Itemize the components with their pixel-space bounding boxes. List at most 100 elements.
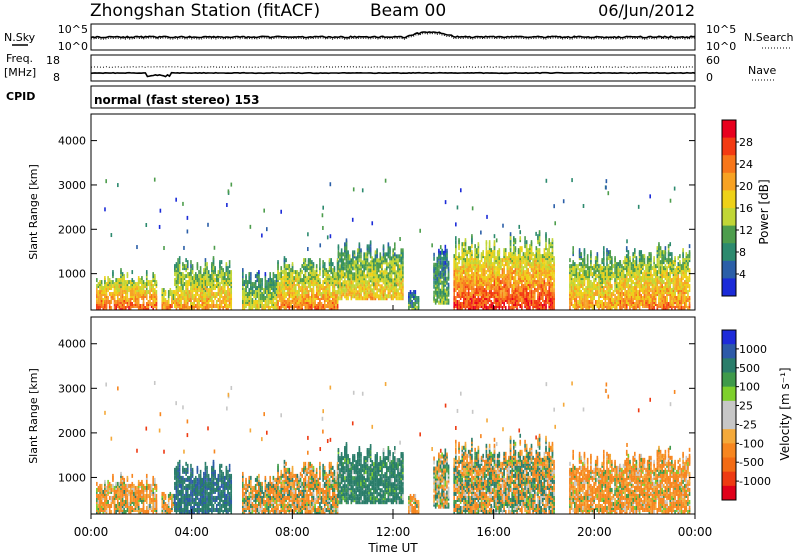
power-cell bbox=[548, 302, 550, 306]
power-cell bbox=[367, 244, 369, 248]
power-cell bbox=[156, 280, 158, 284]
power-cell bbox=[222, 272, 224, 276]
power-cell bbox=[438, 269, 440, 273]
power-cell bbox=[303, 288, 305, 292]
power-cell bbox=[408, 292, 410, 296]
power-cell bbox=[359, 264, 361, 268]
power-cell bbox=[123, 274, 125, 278]
power-cell bbox=[588, 270, 590, 274]
power-cell bbox=[133, 292, 135, 296]
power-cell bbox=[219, 274, 221, 278]
power-cell bbox=[495, 256, 497, 260]
power-cell bbox=[505, 288, 507, 292]
power-cell bbox=[96, 294, 98, 298]
power-cell bbox=[106, 292, 108, 296]
power-cell bbox=[326, 272, 328, 276]
power-cell bbox=[230, 270, 232, 274]
power-cell bbox=[375, 292, 377, 296]
power-cell bbox=[532, 280, 534, 284]
power-cell bbox=[200, 270, 202, 274]
power-cell bbox=[518, 274, 520, 278]
power-cell bbox=[582, 268, 584, 272]
power-cell bbox=[276, 296, 278, 300]
power-cell bbox=[360, 254, 362, 258]
power-cell bbox=[297, 290, 299, 294]
power-cell bbox=[140, 278, 142, 282]
power-cell bbox=[339, 264, 341, 268]
power-cell bbox=[128, 302, 130, 306]
power-cell bbox=[542, 294, 544, 298]
power-cell bbox=[285, 306, 287, 310]
power-cell bbox=[511, 252, 513, 256]
power-cell bbox=[453, 296, 455, 300]
power-cell bbox=[474, 274, 476, 278]
power-cell bbox=[222, 276, 224, 280]
power-cell bbox=[519, 246, 521, 250]
power-cell bbox=[96, 278, 98, 282]
power-cell bbox=[503, 284, 505, 288]
power-cell bbox=[271, 286, 273, 290]
power-cell bbox=[265, 290, 267, 294]
power-cell bbox=[492, 292, 494, 296]
power-cell bbox=[301, 270, 303, 274]
power-cell bbox=[445, 245, 447, 249]
power-cell bbox=[597, 282, 599, 286]
power-cell bbox=[112, 270, 114, 274]
power-cell bbox=[351, 258, 353, 262]
power-cell bbox=[227, 270, 229, 274]
power-cell bbox=[136, 292, 138, 296]
power-cell bbox=[582, 264, 584, 268]
power-cell bbox=[534, 262, 536, 266]
power-cell bbox=[460, 274, 462, 278]
power-cell bbox=[502, 286, 504, 290]
power-cell bbox=[114, 282, 116, 286]
power-cell bbox=[497, 276, 499, 280]
power-cell bbox=[416, 306, 418, 310]
power-cell bbox=[516, 286, 518, 290]
power-cell bbox=[481, 278, 483, 282]
power-cell bbox=[117, 300, 119, 304]
power-cell bbox=[130, 284, 132, 288]
power-cell bbox=[620, 306, 622, 310]
power-cell bbox=[508, 288, 510, 292]
power-cell bbox=[205, 276, 207, 280]
power-cell bbox=[297, 294, 299, 298]
power-cell bbox=[344, 262, 346, 266]
power-cell bbox=[335, 306, 337, 310]
power-cell bbox=[127, 304, 129, 308]
power-cell bbox=[344, 288, 346, 292]
power-cell bbox=[182, 262, 184, 266]
power-cell bbox=[580, 304, 582, 308]
power-cell bbox=[329, 284, 331, 288]
power-cell bbox=[208, 270, 210, 274]
power-cell bbox=[584, 288, 586, 292]
power-cell bbox=[457, 286, 459, 290]
power-cell bbox=[218, 292, 220, 296]
power-cell bbox=[300, 268, 302, 272]
power-cell bbox=[587, 270, 589, 274]
power-cell bbox=[344, 278, 346, 282]
power-cell bbox=[574, 298, 576, 302]
power-cell bbox=[609, 284, 611, 288]
power-cell bbox=[394, 264, 396, 268]
power-cell bbox=[273, 272, 275, 276]
power-cell bbox=[495, 298, 497, 302]
power-cell bbox=[571, 288, 573, 292]
power-cell bbox=[297, 276, 299, 280]
power-cell bbox=[176, 262, 178, 266]
power-cell bbox=[502, 296, 504, 300]
power-cell bbox=[433, 281, 435, 285]
power-cell bbox=[290, 282, 292, 286]
power-cell bbox=[130, 302, 132, 306]
power-cell bbox=[470, 252, 472, 256]
power-cell bbox=[324, 304, 326, 308]
power-cell bbox=[510, 266, 512, 270]
power-cell bbox=[111, 306, 113, 310]
power-cell bbox=[507, 272, 509, 276]
power-cell bbox=[598, 294, 600, 298]
power-cell bbox=[370, 246, 372, 250]
power-cell bbox=[572, 246, 574, 250]
power-cell bbox=[339, 274, 341, 278]
power-cell bbox=[256, 272, 258, 276]
power-cell bbox=[411, 292, 413, 296]
